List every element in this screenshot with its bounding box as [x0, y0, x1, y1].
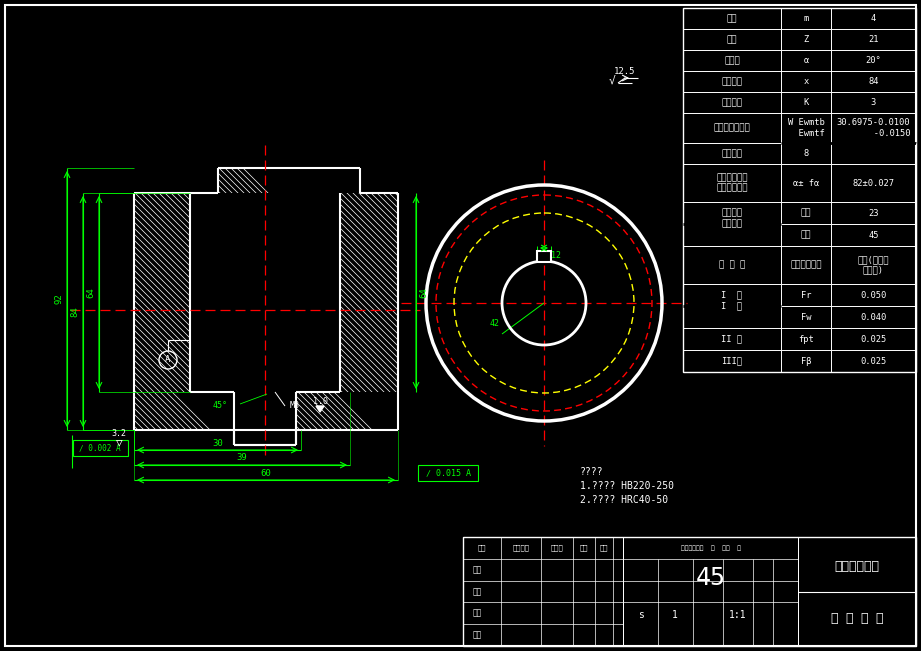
- Bar: [463, 537, 623, 646]
- Text: 1.???? HB220-250: 1.???? HB220-250: [580, 481, 674, 491]
- Text: 模数: 模数: [727, 14, 737, 23]
- Text: 30.6975-0.0100
       -0.0150: 30.6975-0.0100 -0.0150: [836, 118, 910, 138]
- Text: W Ewmtb
  Ewmtf: W Ewmtb Ewmtf: [787, 118, 824, 138]
- Text: 64: 64: [419, 287, 428, 298]
- Text: I  组: I 组: [721, 290, 742, 299]
- Text: 12: 12: [551, 251, 561, 260]
- Text: III组: III组: [721, 357, 742, 365]
- Text: 92: 92: [54, 294, 64, 305]
- Text: 电 机 齿 轮: 电 机 齿 轮: [831, 612, 883, 625]
- Text: 23: 23: [869, 208, 879, 217]
- Text: ▽: ▽: [116, 437, 122, 447]
- Bar: [73, 440, 128, 456]
- Text: 1: 1: [672, 611, 678, 620]
- Text: α: α: [803, 56, 809, 65]
- Text: 1:1: 1:1: [729, 611, 747, 620]
- Text: 45: 45: [695, 566, 726, 590]
- Text: 扬州职业大学: 扬州职业大学: [834, 560, 880, 573]
- Text: K: K: [803, 98, 809, 107]
- Text: 20°: 20°: [866, 56, 881, 65]
- Text: Fβ: Fβ: [800, 357, 811, 365]
- Text: 3: 3: [871, 98, 876, 107]
- Text: 图样数量质量  重  比例  版: 图样数量质量 重 比例 版: [681, 545, 740, 551]
- Text: 3.2: 3.2: [111, 430, 126, 439]
- Bar: [798, 537, 916, 646]
- Text: 配对齿轮: 配对齿轮: [721, 219, 742, 229]
- Text: 字数: 字数: [579, 545, 589, 551]
- Text: 1.0: 1.0: [312, 398, 328, 406]
- Text: 0.040: 0.040: [860, 312, 887, 322]
- Text: 设计: 设计: [472, 565, 482, 574]
- Text: 日期: 日期: [600, 545, 608, 551]
- Text: 2.???? HRC40-50: 2.???? HRC40-50: [580, 495, 668, 505]
- Text: 工艺: 工艺: [472, 631, 482, 639]
- Text: 配对齿轮: 配对齿轮: [721, 208, 742, 217]
- Text: 84: 84: [71, 306, 79, 317]
- Text: ∕ 0.002 A: ∕ 0.002 A: [79, 443, 121, 452]
- Text: 60: 60: [261, 469, 272, 477]
- Text: ∕ 0.015 A: ∕ 0.015 A: [426, 469, 471, 477]
- Text: 齿轮圆中心距
及其极限偏差: 齿轮圆中心距 及其极限偏差: [717, 173, 748, 193]
- Text: α± fα: α± fα: [793, 178, 819, 187]
- Text: 84: 84: [869, 77, 879, 86]
- Bar: [463, 537, 916, 646]
- Text: 30: 30: [212, 439, 223, 447]
- Text: 39: 39: [237, 454, 248, 462]
- Text: Fw: Fw: [800, 312, 811, 322]
- Text: fpt: fpt: [798, 335, 814, 344]
- Text: 公 差 组: 公 差 组: [718, 260, 745, 270]
- Text: 审定: 审定: [472, 609, 482, 618]
- Text: x: x: [803, 77, 809, 86]
- Text: 保密等级: 保密等级: [512, 545, 530, 551]
- Text: ????: ????: [580, 467, 603, 477]
- Text: 齿数: 齿数: [800, 230, 811, 240]
- Text: 12.5: 12.5: [614, 66, 635, 76]
- Text: 64: 64: [87, 287, 96, 298]
- Bar: [623, 537, 798, 646]
- Text: 精度等级: 精度等级: [721, 149, 742, 158]
- Text: 42: 42: [490, 318, 500, 327]
- Text: II 组: II 组: [721, 335, 742, 344]
- Text: 变位系数: 变位系数: [721, 77, 742, 86]
- Bar: [683, 8, 916, 372]
- Polygon shape: [316, 406, 324, 412]
- Text: 82±0.027: 82±0.027: [853, 178, 894, 187]
- Text: 文件类: 文件类: [551, 545, 564, 551]
- Bar: [418, 465, 478, 481]
- Text: 21: 21: [869, 35, 879, 44]
- Text: 齿形角: 齿形角: [724, 56, 740, 65]
- Text: √: √: [609, 76, 615, 86]
- Text: 0.025: 0.025: [860, 335, 887, 344]
- Bar: [537, 251, 551, 262]
- Text: s: s: [638, 611, 644, 620]
- Text: 校对: 校对: [472, 587, 482, 596]
- Text: 权限: 权限: [478, 545, 486, 551]
- Text: 0.025: 0.025: [860, 357, 887, 365]
- Text: I  组: I 组: [721, 301, 742, 311]
- Text: 公差(或极限
偏差値): 公差(或极限 偏差値): [857, 255, 890, 275]
- Text: m: m: [803, 14, 809, 23]
- Text: Z: Z: [803, 35, 809, 44]
- Text: 齿数: 齿数: [727, 35, 737, 44]
- Text: Fr: Fr: [800, 290, 811, 299]
- Text: 45: 45: [869, 230, 879, 240]
- Text: 跳测齿数: 跳测齿数: [721, 98, 742, 107]
- Text: 检验项目代号: 检验项目代号: [790, 260, 822, 270]
- Text: 公法线平均长度: 公法线平均长度: [714, 124, 751, 133]
- Text: 8: 8: [803, 149, 809, 158]
- Text: 4: 4: [871, 14, 876, 23]
- Text: A: A: [165, 355, 170, 365]
- Text: 件号: 件号: [800, 208, 811, 217]
- Text: 45°: 45°: [213, 402, 227, 411]
- Text: M8: M8: [290, 402, 300, 411]
- Text: 0.050: 0.050: [860, 290, 887, 299]
